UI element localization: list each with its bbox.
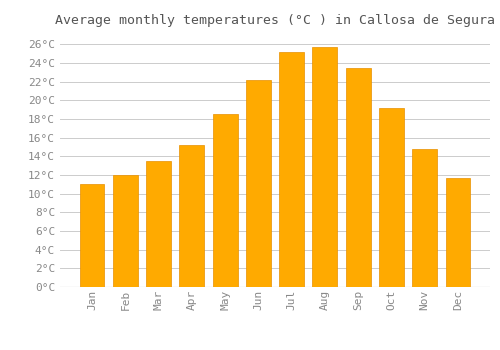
Bar [279,52,304,287]
Bar [80,184,104,287]
Bar [180,145,204,287]
Bar [246,80,271,287]
Bar [412,149,437,287]
Bar [379,108,404,287]
Bar [446,178,470,287]
Bar [146,161,171,287]
Title: Average monthly temperatures (°C ) in Callosa de Segura: Average monthly temperatures (°C ) in Ca… [55,14,495,27]
Bar [212,114,238,287]
Bar [113,175,138,287]
Bar [346,68,370,287]
Bar [312,47,338,287]
